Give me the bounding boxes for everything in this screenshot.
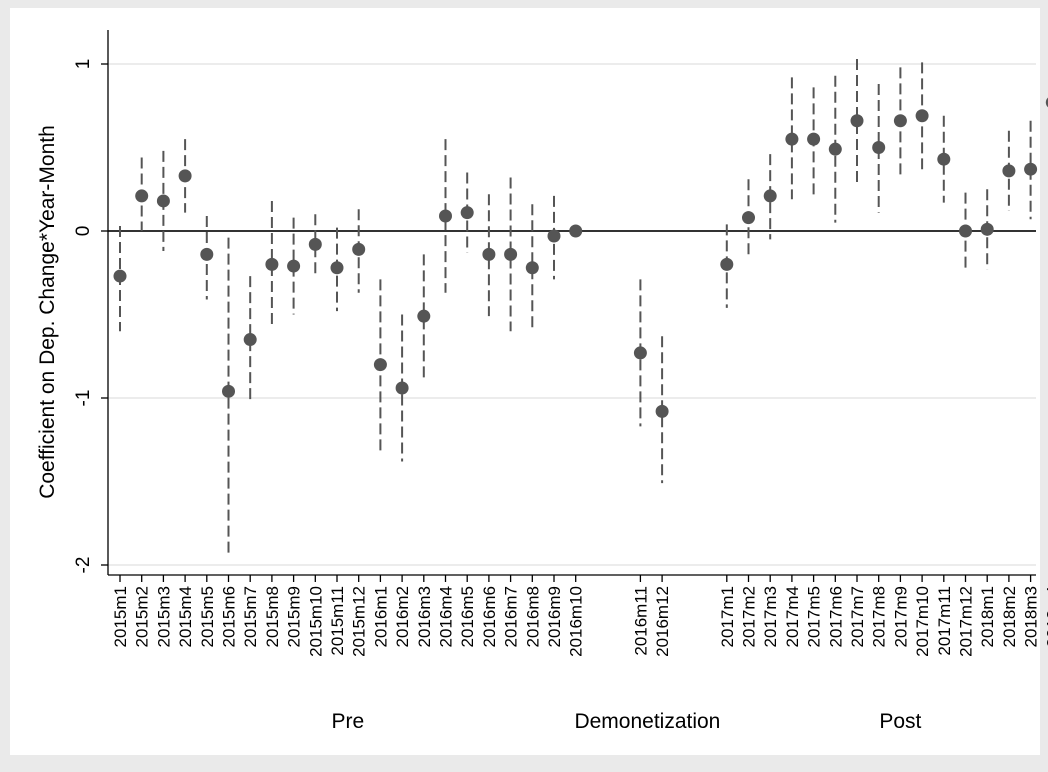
marker-2017m5 xyxy=(807,133,820,146)
marker-2018m3 xyxy=(1024,163,1037,176)
marker-2017m6 xyxy=(829,143,842,156)
x-tick-label-2016m8: 2016m8 xyxy=(523,586,542,647)
x-tick-label-2015m10: 2015m10 xyxy=(306,586,325,657)
marker-2016m2 xyxy=(396,381,409,394)
y-tick-label: -2 xyxy=(73,557,94,574)
marker-2015m11 xyxy=(331,261,344,274)
x-tick-label-2017m5: 2017m5 xyxy=(805,586,824,647)
marker-2015m1 xyxy=(114,270,127,283)
x-tick-label-2015m6: 2015m6 xyxy=(220,586,239,647)
x-tick-label-2016m3: 2016m3 xyxy=(415,586,434,647)
marker-2015m7 xyxy=(244,333,257,346)
x-tick-label-2015m2: 2015m2 xyxy=(133,586,152,647)
marker-2016m8 xyxy=(526,261,539,274)
x-tick-label-2017m11: 2017m11 xyxy=(935,586,954,656)
x-tick-label-2015m8: 2015m8 xyxy=(263,586,282,647)
y-tick-label: 0 xyxy=(73,226,94,237)
x-tick-label-2015m1: 2015m1 xyxy=(111,586,130,647)
x-tick-label-2016m9: 2016m9 xyxy=(545,586,564,647)
x-tick-label-2016m11: 2016m11 xyxy=(631,586,650,656)
marker-2016m12 xyxy=(656,405,669,418)
marker-2015m12 xyxy=(352,243,365,256)
marker-2017m2 xyxy=(742,211,755,224)
marker-2015m4 xyxy=(179,169,192,182)
x-tick-label-2015m3: 2015m3 xyxy=(154,586,173,647)
x-tick-label-2015m5: 2015m5 xyxy=(198,586,217,647)
x-tick-label-2015m7: 2015m7 xyxy=(241,586,260,647)
marker-2016m11 xyxy=(634,346,647,359)
marker-2015m3 xyxy=(157,194,170,207)
marker-2015m10 xyxy=(309,238,322,251)
marker-2015m6 xyxy=(222,385,235,398)
x-tick-label-2016m5: 2016m5 xyxy=(458,586,477,647)
x-tick-label-2016m1: 2016m1 xyxy=(371,586,390,647)
x-tick-label-2017m7: 2017m7 xyxy=(848,586,867,647)
x-tick-label-2016m10: 2016m10 xyxy=(567,586,586,657)
marker-2016m7 xyxy=(504,248,517,261)
x-tick-label-2016m2: 2016m2 xyxy=(393,586,412,647)
x-tick-label-2015m4: 2015m4 xyxy=(176,586,195,647)
marker-2017m9 xyxy=(894,114,907,127)
marker-2016m5 xyxy=(461,206,474,219)
marker-2017m3 xyxy=(764,189,777,202)
marker-2016m10 xyxy=(569,225,582,238)
x-tick-label-2018m1: 2018m1 xyxy=(978,586,997,647)
marker-2017m12 xyxy=(959,225,972,238)
x-tick-label-2015m11: 2015m11 xyxy=(328,586,347,656)
marker-2017m7 xyxy=(851,114,864,127)
x-tick-label-2015m9: 2015m9 xyxy=(285,586,304,647)
marker-2016m6 xyxy=(482,248,495,261)
marker-2016m1 xyxy=(374,358,387,371)
x-tick-label-2017m6: 2017m6 xyxy=(826,586,845,647)
x-tick-label-2016m12: 2016m12 xyxy=(653,586,672,657)
marker-2018m1 xyxy=(981,223,994,236)
x-tick-label-2015m12: 2015m12 xyxy=(350,586,369,657)
x-tick-label-2017m10: 2017m10 xyxy=(913,586,932,657)
x-tick-label-2016m6: 2016m6 xyxy=(480,586,499,647)
marker-2015m2 xyxy=(135,189,148,202)
marker-2015m9 xyxy=(287,260,300,273)
x-tick-label-2018m3: 2018m3 xyxy=(1022,586,1041,647)
x-tick-label-2017m8: 2017m8 xyxy=(870,586,889,647)
x-tick-label-2017m12: 2017m12 xyxy=(957,586,976,657)
x-tick-label-2017m3: 2017m3 xyxy=(761,586,780,647)
x-tick-label-2016m7: 2016m7 xyxy=(502,586,521,647)
y-axis-label: Coefficient on Dep. Change*Year-Month xyxy=(36,125,59,499)
group-label-pre: Pre xyxy=(332,710,365,733)
marker-2016m4 xyxy=(439,209,452,222)
marker-2017m10 xyxy=(916,109,929,122)
x-tick-label-2018m4: 2018m4 xyxy=(1043,586,1048,647)
y-tick-label: -1 xyxy=(73,390,94,407)
marker-2017m4 xyxy=(785,133,798,146)
x-tick-label-2018m2: 2018m2 xyxy=(1000,586,1019,647)
marker-2017m11 xyxy=(937,153,950,166)
y-tick-label: 1 xyxy=(73,59,94,70)
marker-2016m3 xyxy=(417,310,430,323)
marker-2017m1 xyxy=(720,258,733,271)
marker-2015m8 xyxy=(265,258,278,271)
marker-2018m2 xyxy=(1002,164,1015,177)
group-label-post: Post xyxy=(879,710,921,733)
marker-2017m8 xyxy=(872,141,885,154)
x-tick-label-2017m4: 2017m4 xyxy=(783,586,802,647)
group-label-demonetization: Demonetization xyxy=(574,710,720,733)
x-tick-label-2017m2: 2017m2 xyxy=(740,586,759,647)
x-tick-label-2017m1: 2017m1 xyxy=(718,586,737,647)
x-tick-label-2017m9: 2017m9 xyxy=(891,586,910,647)
marker-2016m9 xyxy=(548,230,561,243)
x-tick-label-2016m4: 2016m4 xyxy=(437,586,456,647)
marker-2015m5 xyxy=(200,248,213,261)
